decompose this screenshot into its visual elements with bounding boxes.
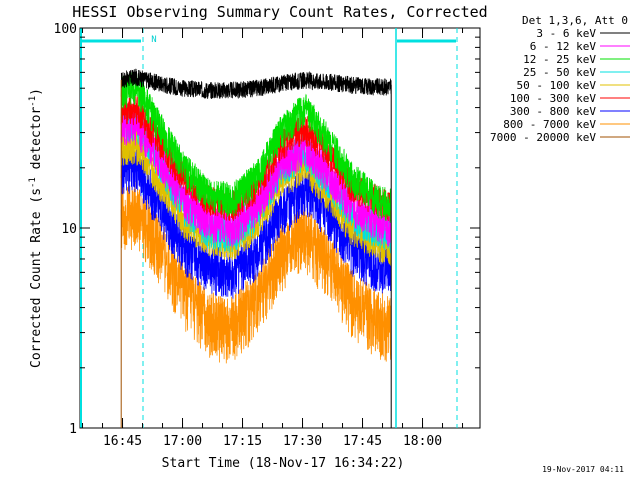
y-tick-label: 10 (61, 222, 77, 237)
x-tick-label: 16:45 (103, 434, 142, 449)
x-tick-label: 17:45 (343, 434, 382, 449)
svg-text:Corrected Count Rate (s-1 dete: Corrected Count Rate (s-1 detector-1) (28, 88, 44, 368)
chart-title: HESSI Observing Summary Count Rates, Cor… (72, 3, 487, 21)
legend-label: 25 - 50 keV (523, 66, 596, 79)
series-line (120, 181, 392, 364)
series-line (120, 143, 392, 299)
x-tick-label: 17:00 (163, 434, 202, 449)
flag-label: N (151, 35, 156, 45)
x-axis-label: Start Time (18-Nov-17 16:34:22) (162, 456, 405, 471)
timestamp: 19-Nov-2017 04:11 (542, 465, 624, 474)
y-axis-label-text: Corrected Count Rate (s (29, 188, 44, 368)
legend-label: 50 - 100 keV (517, 79, 597, 92)
x-tick-label: 18:00 (403, 434, 442, 449)
y-axis-label: Corrected Count Rate (s-1 detector-1) (28, 88, 44, 368)
y-tick-label: 1 (69, 422, 77, 437)
legend-label: 300 - 800 keV (510, 105, 596, 118)
legend-label: 100 - 300 keV (510, 92, 596, 105)
legend-title: Det 1,3,6, Att 0 (522, 14, 628, 27)
series-line (120, 130, 392, 266)
y-axis-label-sup1: -1 (28, 177, 38, 188)
legend-label: 7000 - 20000 keV (490, 131, 596, 144)
legend-label: 800 - 7000 keV (503, 118, 596, 131)
legend-label: 3 - 6 keV (536, 27, 596, 40)
series-line (120, 72, 392, 223)
y-axis-label-end: ) (29, 88, 44, 96)
y-axis-label-sup2: -1 (28, 96, 38, 107)
x-tick-label: 17:15 (223, 434, 262, 449)
series-line (120, 68, 392, 100)
legend-label: 6 - 12 keV (530, 40, 597, 53)
legend-label: 12 - 25 keV (523, 53, 596, 66)
x-tick-label: 17:30 (283, 434, 322, 449)
y-axis-label-mid: detector (29, 107, 44, 178)
y-tick-label: 100 (54, 22, 77, 37)
